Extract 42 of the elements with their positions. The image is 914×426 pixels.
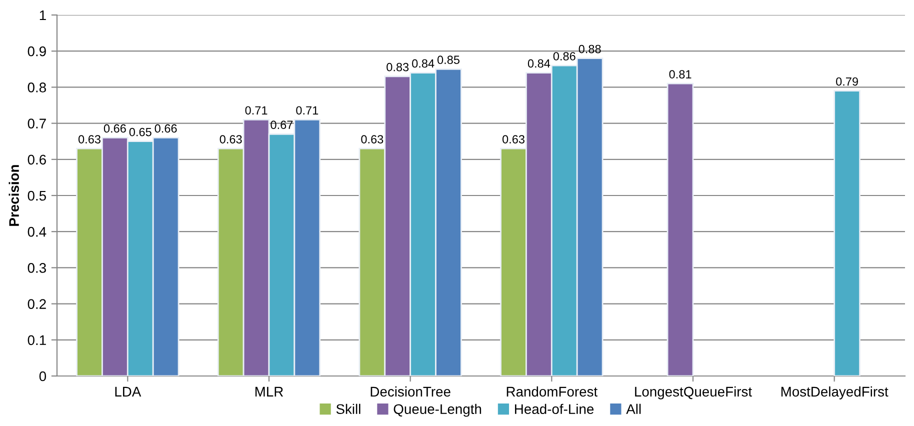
y-tick-label: 0.7 xyxy=(28,118,46,128)
data-label: 0.85 xyxy=(437,56,460,64)
data-label: 0.67 xyxy=(270,120,293,130)
legend-label: All xyxy=(626,404,641,414)
data-label: 0.66 xyxy=(104,124,126,133)
data-label: 0.71 xyxy=(296,106,318,115)
x-tick-label: MLR xyxy=(255,386,284,396)
data-label: 0.63 xyxy=(220,135,242,144)
x-tick-label: LongestQueueFirst xyxy=(635,386,752,400)
x-tick-label: MostDelayedFirst xyxy=(781,386,888,400)
y-tick-label: 0.8 xyxy=(28,82,46,92)
bar xyxy=(666,82,694,376)
data-label: 0.84 xyxy=(528,59,550,68)
y-tick-label: 0.6 xyxy=(28,154,46,165)
data-label: 0.83 xyxy=(386,62,409,72)
y-tick-label: 0.4 xyxy=(28,226,46,237)
legend-label: Head-of-Line xyxy=(515,404,594,414)
x-tick-label: DecisionTree xyxy=(370,386,450,397)
data-label: 0.66 xyxy=(154,124,177,133)
data-label: 0.71 xyxy=(245,106,268,115)
legend-label: Skill xyxy=(336,404,360,414)
data-label: 0.79 xyxy=(836,77,858,86)
y-tick-label: 0.5 xyxy=(28,190,46,201)
y-tick-label: 0.9 xyxy=(28,46,46,56)
data-label: 0.84 xyxy=(412,59,434,68)
data-label: 0.86 xyxy=(553,52,576,60)
data-label: 0.63 xyxy=(502,135,524,144)
y-tick-label: 1 xyxy=(40,10,46,20)
data-label: 0.63 xyxy=(361,135,384,144)
x-tick-label: LDA xyxy=(115,386,142,396)
data-label: 0.81 xyxy=(669,70,692,78)
bar xyxy=(834,90,860,376)
legend-label: Queue-Length xyxy=(394,404,482,417)
y-tick-label: 0.3 xyxy=(28,263,46,273)
y-tick-label: 0 xyxy=(39,371,46,382)
data-label: 0.63 xyxy=(78,135,100,144)
data-label: 0.88 xyxy=(578,44,601,54)
x-tick-label: RandomForest xyxy=(506,386,598,397)
y-axis-title: Precision xyxy=(8,165,19,226)
y-tick-label: 0.2 xyxy=(28,299,46,309)
data-label: 0.65 xyxy=(129,128,152,136)
y-tick-label: 0.1 xyxy=(28,335,46,346)
